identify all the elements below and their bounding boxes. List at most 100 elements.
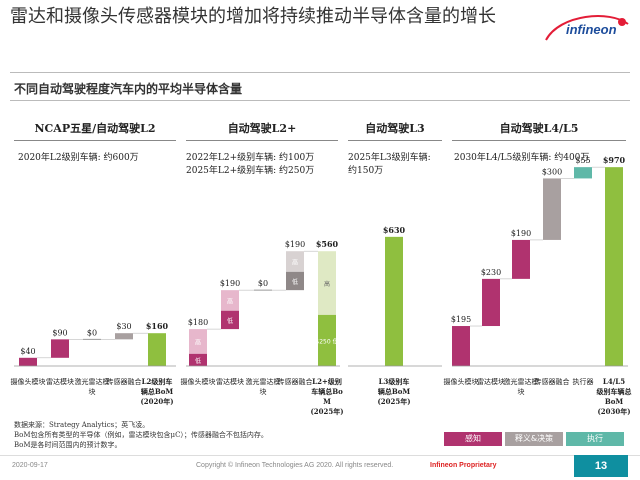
bar-high xyxy=(189,329,207,354)
bar xyxy=(482,278,500,327)
category-label: 块 xyxy=(89,387,96,396)
section-title-l2: NCAP五星/自动驾驶L2 xyxy=(34,122,156,135)
category-label: 激光雷达模 xyxy=(75,377,110,386)
source-line: BoM是各时间范围内的预计数字。 xyxy=(14,441,122,449)
data-label: $190 xyxy=(285,240,305,249)
bar-low xyxy=(286,271,304,291)
section-info-l4l5: 2030年L4/L5级别车辆: 约400万 xyxy=(454,152,589,165)
bar-low xyxy=(318,314,336,366)
section-title-l3: 自动驾驶L3 xyxy=(365,122,425,135)
bar-high-label: 高 xyxy=(227,297,233,305)
bar xyxy=(452,326,470,366)
category-label: 块 xyxy=(260,387,267,396)
logo-text: infineon xyxy=(566,22,617,37)
bar xyxy=(148,333,166,366)
legend-perception: 感知 xyxy=(444,432,502,446)
data-label: $0 xyxy=(87,328,97,337)
bar xyxy=(574,167,592,179)
section-title-l4l5: 自动驾驶L4/L5 xyxy=(499,122,579,135)
data-label: $40 xyxy=(20,347,35,356)
data-label: $970 xyxy=(603,155,626,165)
source-line: BoM包含所有类型的半导体（例如，雷达模块包含μC）；传感器融合不包括内存。 xyxy=(14,431,268,439)
bar-high xyxy=(318,251,336,315)
bar xyxy=(51,339,69,358)
data-label: $195 xyxy=(451,315,471,324)
category-label: 激光雷达模 xyxy=(246,377,281,386)
page-title: 雷达和摄像头传感器模块的增加将持续推动半导体含量的增长 xyxy=(10,6,496,27)
legend-interpretation: 释义&决策 xyxy=(505,432,563,446)
category-label: L2+级别 xyxy=(312,377,342,386)
category-label: 传感器融合 xyxy=(535,377,570,386)
data-label: $30 xyxy=(116,322,131,331)
infineon-logo xyxy=(545,15,629,41)
footer-divider xyxy=(0,455,640,456)
data-label: $90 xyxy=(52,328,67,337)
title-divider xyxy=(10,72,630,73)
bar-high-label: 高 xyxy=(324,280,330,288)
category-label: 传感器融合 xyxy=(278,377,313,386)
info-line: 2025年L2+级别车辆: 约250万 xyxy=(186,166,315,176)
data-label: $630 xyxy=(383,225,406,235)
chart-subtitle: 不同自动驾驶程度汽车内的平均半导体含量 xyxy=(14,82,243,96)
section-line-l4l5 xyxy=(452,140,626,141)
bar xyxy=(605,167,623,366)
section-info-l3: 2025年L3级别车辆: 约150万 xyxy=(348,152,431,178)
category-label: (2025年) xyxy=(310,407,343,416)
section-info-l2plus: 2022年L2+级别车辆: 约100万 2025年L2+级别车辆: 约250万 xyxy=(186,152,314,178)
category-label: L2级别车 xyxy=(142,377,173,386)
category-label: BoM xyxy=(605,397,624,406)
category-label: (2025年) xyxy=(377,397,410,406)
bar-high-label: 高 xyxy=(195,338,201,346)
category-label: 级别车辆总 xyxy=(596,387,632,396)
category-label: 执行器 xyxy=(573,377,594,386)
category-label: 摄像头模块 xyxy=(444,377,479,386)
footer-date: 2020-09-17 xyxy=(12,462,48,469)
data-label: $190 xyxy=(511,229,531,238)
bar-low-label: 低 xyxy=(292,278,298,286)
legend-execution: 执行 xyxy=(566,432,624,446)
bar-low xyxy=(189,353,207,366)
source-note: 数据来源：Strategy Analytics；英飞凌。 BoM包含所有类型的半… xyxy=(14,420,268,450)
bar xyxy=(385,236,403,366)
bar xyxy=(115,333,133,340)
category-label: 传感器融合 xyxy=(107,377,142,386)
section-info-l2: 2020年L2级别车辆: 约600万 xyxy=(18,152,139,165)
category-label: (2030年) xyxy=(597,407,630,416)
data-label: $55 xyxy=(575,156,590,165)
category-label: 雷达模块 xyxy=(46,377,74,386)
info-line: 2030年L4/L5级别车辆: 约400万 xyxy=(454,153,590,163)
category-label: 辆总BoM xyxy=(378,387,411,396)
data-label: $190 xyxy=(220,279,240,288)
data-label: $180 xyxy=(188,318,208,327)
page-number: 13 xyxy=(574,455,628,477)
subtitle-divider xyxy=(10,100,630,101)
footer-proprietary: Infineon Proprietary xyxy=(430,462,497,469)
category-label: 辆总BoM xyxy=(141,387,174,396)
category-label: 激光雷达模 xyxy=(504,377,539,386)
category-label: 雷达模块 xyxy=(216,377,244,386)
section-line-l2plus xyxy=(186,140,338,141)
data-label: $300 xyxy=(542,167,562,176)
section-line-l2 xyxy=(14,140,176,141)
info-line: 2022年L2+级别车辆: 约100万 xyxy=(186,153,315,163)
source-line: 数据来源：Strategy Analytics；英飞凌。 xyxy=(14,421,150,429)
section-line-l3 xyxy=(348,140,442,141)
data-label: $160 xyxy=(146,321,169,331)
section-title-l2plus: 自动驾驶L2+ xyxy=(227,122,297,135)
category-label: 块 xyxy=(518,387,525,396)
bar-high xyxy=(221,290,239,311)
category-label: 摄像头模块 xyxy=(11,377,46,386)
category-label: L4/L5 xyxy=(603,377,625,386)
bar-low-label: $250 低 xyxy=(315,337,338,345)
info-line: 2025年L3级别车辆: xyxy=(348,153,431,163)
bar-low-label: 低 xyxy=(195,357,201,365)
category-label: M xyxy=(323,397,331,406)
data-label: $230 xyxy=(481,268,501,277)
data-label: $560 xyxy=(316,239,339,249)
category-label: (2020年) xyxy=(140,397,173,406)
bar xyxy=(543,178,561,240)
info-line: 约150万 xyxy=(348,166,384,176)
bar xyxy=(512,239,530,279)
category-label: 车辆总Bo xyxy=(311,387,343,396)
